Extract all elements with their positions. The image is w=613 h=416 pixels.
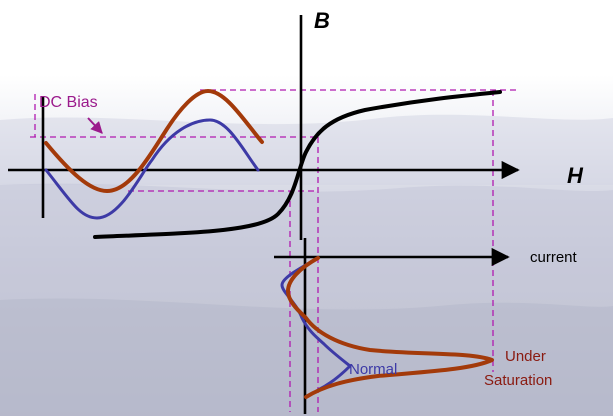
saturation-sine-wave — [44, 88, 264, 194]
dc-bias-pointer-arrow — [87, 117, 103, 134]
normal-label: Normal — [349, 361, 397, 378]
normal-current-wave — [280, 256, 352, 392]
under-saturation-label-line2: Saturation — [484, 372, 552, 389]
background-band-3 — [0, 298, 613, 416]
background-band-2 — [0, 183, 613, 300]
bh-curve — [93, 90, 502, 239]
dc-bias-label: DC Bias — [39, 94, 98, 111]
under-saturation-label-line1: Under — [505, 348, 546, 365]
normal-sine-wave — [44, 118, 260, 220]
h-axis-label: H — [567, 163, 584, 188]
b-axis-label: B — [314, 8, 330, 33]
saturation-current-wave — [286, 256, 494, 399]
current-axis-label: current — [530, 249, 578, 266]
